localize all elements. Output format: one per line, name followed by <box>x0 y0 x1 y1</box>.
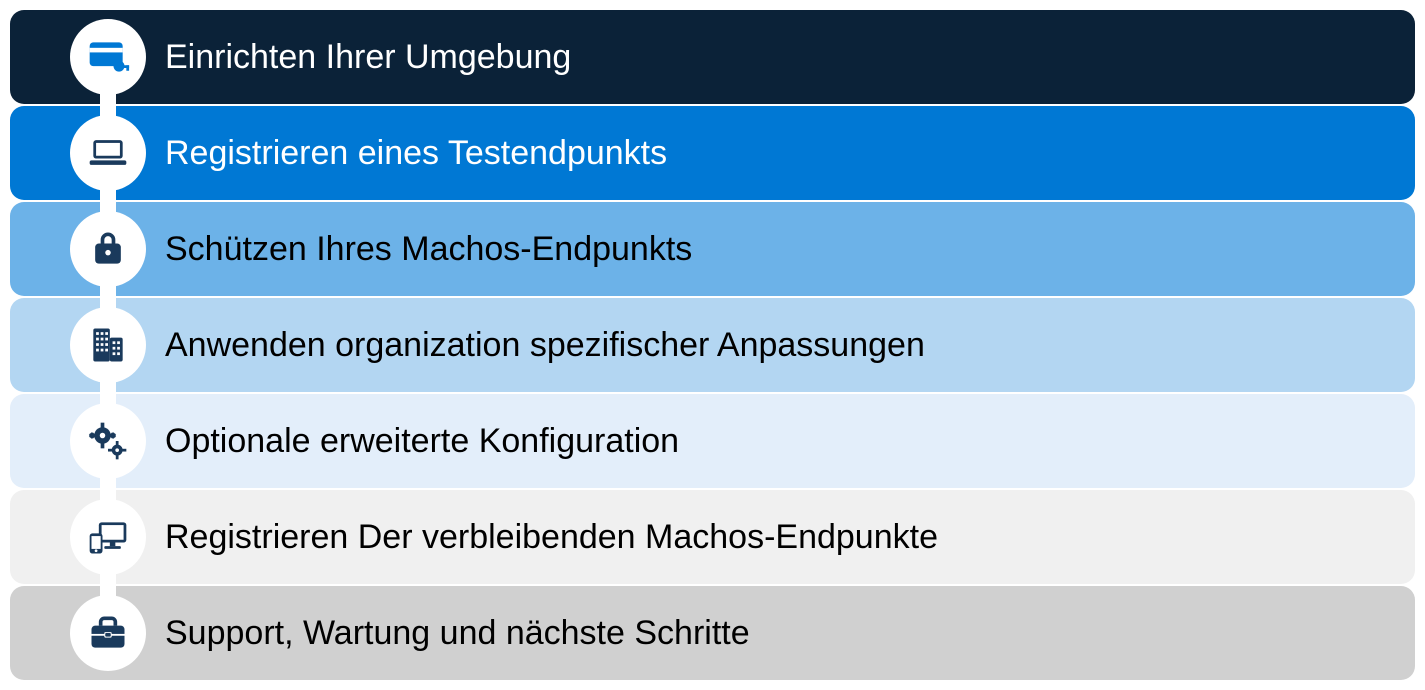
steps-list: Einrichten Ihrer Umgebung Registrieren e… <box>10 10 1415 680</box>
step-icon-circle <box>70 211 146 287</box>
step-row-1[interactable]: Einrichten Ihrer Umgebung <box>10 10 1415 104</box>
step-row-7[interactable]: Support, Wartung und nächste Schritte <box>10 586 1415 680</box>
step-row-3[interactable]: Schützen Ihres Machos-Endpunkts <box>10 202 1415 296</box>
step-label: Registrieren Der verbleibenden Machos-En… <box>165 518 938 557</box>
laptop-icon <box>86 131 130 175</box>
briefcase-icon <box>86 611 130 655</box>
step-row-2[interactable]: Registrieren eines Testendpunkts <box>10 106 1415 200</box>
step-icon-circle <box>70 403 146 479</box>
card-key-icon <box>86 35 130 79</box>
step-icon-circle <box>70 307 146 383</box>
step-row-6[interactable]: Registrieren Der verbleibenden Machos-En… <box>10 490 1415 584</box>
step-label: Anwenden organization spezifischer Anpas… <box>165 326 925 365</box>
step-row-5[interactable]: Optionale erweiterte Konfiguration <box>10 394 1415 488</box>
devices-icon <box>86 515 130 559</box>
step-icon-circle <box>70 595 146 671</box>
step-row-4[interactable]: Anwenden organization spezifischer Anpas… <box>10 298 1415 392</box>
lock-bag-icon <box>86 227 130 271</box>
step-icon-circle <box>70 19 146 95</box>
step-label: Support, Wartung und nächste Schritte <box>165 614 750 653</box>
building-icon <box>86 323 130 367</box>
gears-icon <box>86 419 130 463</box>
step-icon-circle <box>70 115 146 191</box>
step-label: Schützen Ihres Machos-Endpunkts <box>165 230 692 269</box>
step-label: Einrichten Ihrer Umgebung <box>165 38 571 77</box>
step-label: Optionale erweiterte Konfiguration <box>165 422 679 461</box>
step-icon-circle <box>70 499 146 575</box>
step-label: Registrieren eines Testendpunkts <box>165 134 667 173</box>
